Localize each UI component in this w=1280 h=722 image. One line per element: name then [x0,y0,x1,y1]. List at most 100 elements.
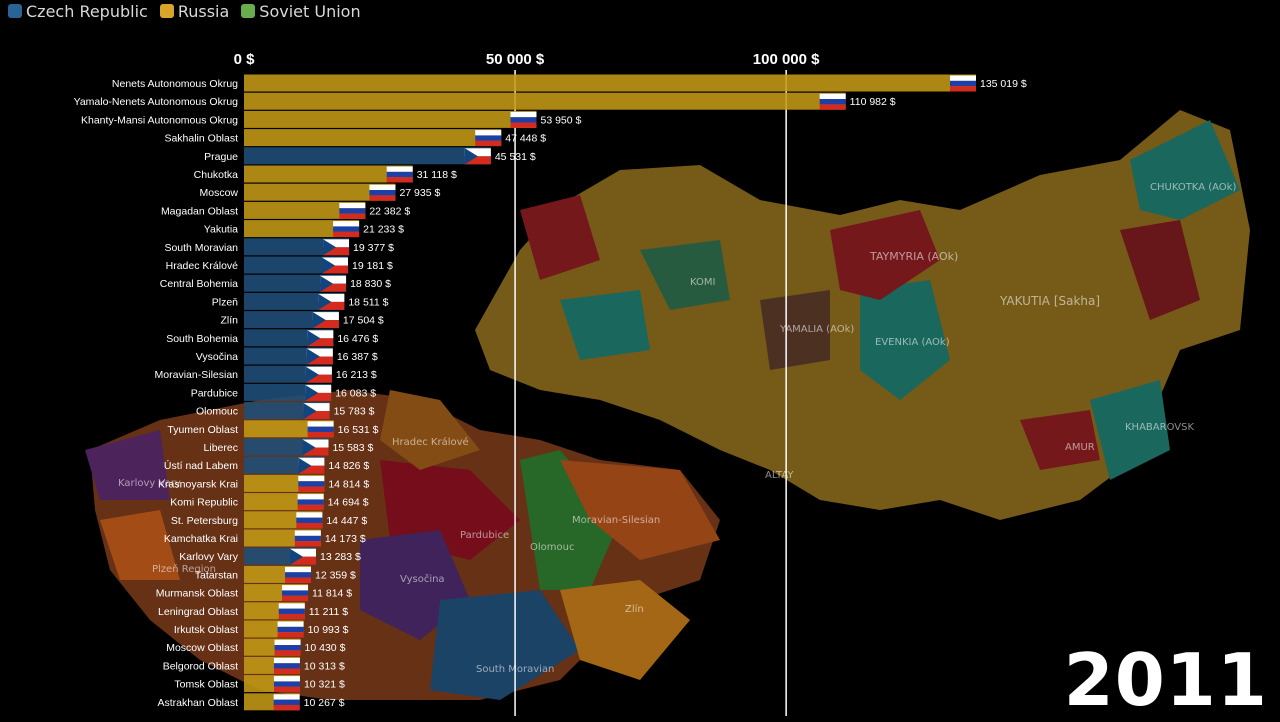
bar-row: Tomsk Oblast 10 321 $ [174,675,345,693]
map-label: ALTAY [765,470,794,481]
bar-value-label: 21 233 $ [363,224,404,236]
map-label: EVENKIA (AOk) [875,337,950,348]
bar-row: Karlovy Vary 13 283 $ [179,547,361,565]
czech-map-region-green [520,450,620,590]
flag-stripe [819,99,846,105]
flag-stripe [339,208,366,214]
flag-stripe [305,384,332,393]
year-label: 2011 [1063,638,1268,722]
bar-row: Leningrad Oblast 11 211 $ [158,602,348,620]
bar-category-label: Pardubice [191,387,238,399]
flag-stripe [307,426,334,432]
legend-item-czech: Czech Republic [8,2,148,21]
bar-value-label: 11 211 $ [309,606,348,618]
flag-stripe [298,465,325,474]
bar-category-label: Irkutsk Oblast [174,624,238,636]
flag-stripe [273,699,300,705]
bar-category-label: Nenets Autonomous Okrug [112,78,238,90]
flag-triangle [320,275,334,292]
bar-value-label: 15 583 $ [332,442,373,454]
bar-row: Olomouc 15 783 $ [196,402,375,420]
flag-stripe [323,247,350,256]
flag-stripe [306,348,333,357]
russia-map-region-teal4 [560,290,650,360]
bar-category-label: Komi Republic [170,497,238,509]
bar-row: Prague 45 531 $ [204,147,536,165]
bar-value-label: 135 019 $ [980,78,1027,90]
flag-stripe [278,603,305,609]
bar-row: Irkutsk Oblast 10 993 $ [174,620,349,638]
bar-value-label: 12 359 $ [315,569,356,581]
czech-map-region-blue [430,590,580,700]
flag-stripe [273,663,300,669]
flag-stripe [294,530,321,536]
flag-triangle [323,239,337,256]
flag-triangle [307,330,321,347]
x-tick-label: 0 $ [234,51,256,68]
bar-value-label: 47 448 $ [505,133,546,145]
flag-stripe [320,275,347,284]
flag-stripe [464,156,491,165]
czech-map-region-purple [85,430,170,500]
flag-stripe [306,356,333,365]
bar [244,238,350,256]
flag-triangle [306,348,320,365]
bar-value-label: 14 447 $ [326,515,367,527]
flag-stripe [302,447,329,456]
flag-stripe [386,166,413,172]
bar-category-label: Vysočina [196,351,238,363]
bar-category-label: Zlín [220,315,238,327]
flag-stripe [298,475,325,482]
bar-row: Kamchatka Krai 14 173 $ [164,529,366,547]
flag-stripe [321,257,348,266]
flag-stripe [307,338,334,347]
bar-row: Tyumen Oblast 16 531 $ [167,420,379,438]
bar-row: St. Petersburg 14 447 $ [171,511,367,529]
bar [244,92,846,110]
legend-swatch [159,4,174,18]
bar-category-label: Ústí nad Labem [164,459,238,472]
russia-map-region-teal [860,280,950,400]
flag-stripe [305,366,332,375]
legend-item-soviet: Soviet Union [241,2,361,21]
bar-row: Yamalo-Nenets Autonomous Okrug 110 982 $ [74,92,896,110]
flag-stripe [294,535,321,542]
bar-category-label: Sakhalin Oblast [164,133,238,145]
flag-stripe [321,265,348,274]
bar-category-label: Leningrad Oblast [158,606,238,618]
bar-category-label: Karlovy Vary [179,551,238,563]
flag-stripe [274,650,301,656]
flag-stripe [339,202,366,209]
bar-category-label: Moscow [199,187,238,199]
bar-value-label: 19 377 $ [353,242,394,254]
bar-row: Sakhalin Oblast 47 448 $ [164,129,546,147]
bar-category-label: Prague [204,151,238,163]
bar [244,147,491,165]
bar-row: Moscow Oblast 10 430 $ [166,638,346,656]
flag-stripe [274,639,301,646]
map-label: KHABAROVSK [1125,422,1194,433]
czech-map-region-orange [560,460,720,560]
map-label: YAKUTIA [Sakha] [999,294,1100,308]
map-label: Hradec Králové [392,436,469,448]
flag-triangle [312,312,326,329]
czech-map-region-brown [380,390,480,470]
map-label: YAMALIA (AOk) [779,324,854,335]
bar-row: Magadan Oblast 22 382 $ [161,201,410,219]
bar-row: Komi Republic 14 694 $ [170,493,369,511]
bar-value-label: 10 993 $ [308,624,349,636]
flag-triangle [305,366,319,383]
bar-row: Pardubice 16 083 $ [191,383,376,401]
flag-stripe [510,117,537,123]
bar-value-label: 14 814 $ [328,478,369,490]
flag-stripe [273,686,300,693]
czech-map-region-teal [100,510,180,580]
bar-value-label: 14 694 $ [328,497,369,509]
bar-value-label: 16 531 $ [338,424,379,436]
flag-stripe [819,104,846,110]
flag-stripe [298,457,325,466]
russia-map-region-teal3 [1090,380,1170,480]
bar-category-label: Krasnoyarsk Krai [158,478,238,490]
bar-category-label: Liberec [204,442,238,454]
flag-stripe [950,75,976,81]
